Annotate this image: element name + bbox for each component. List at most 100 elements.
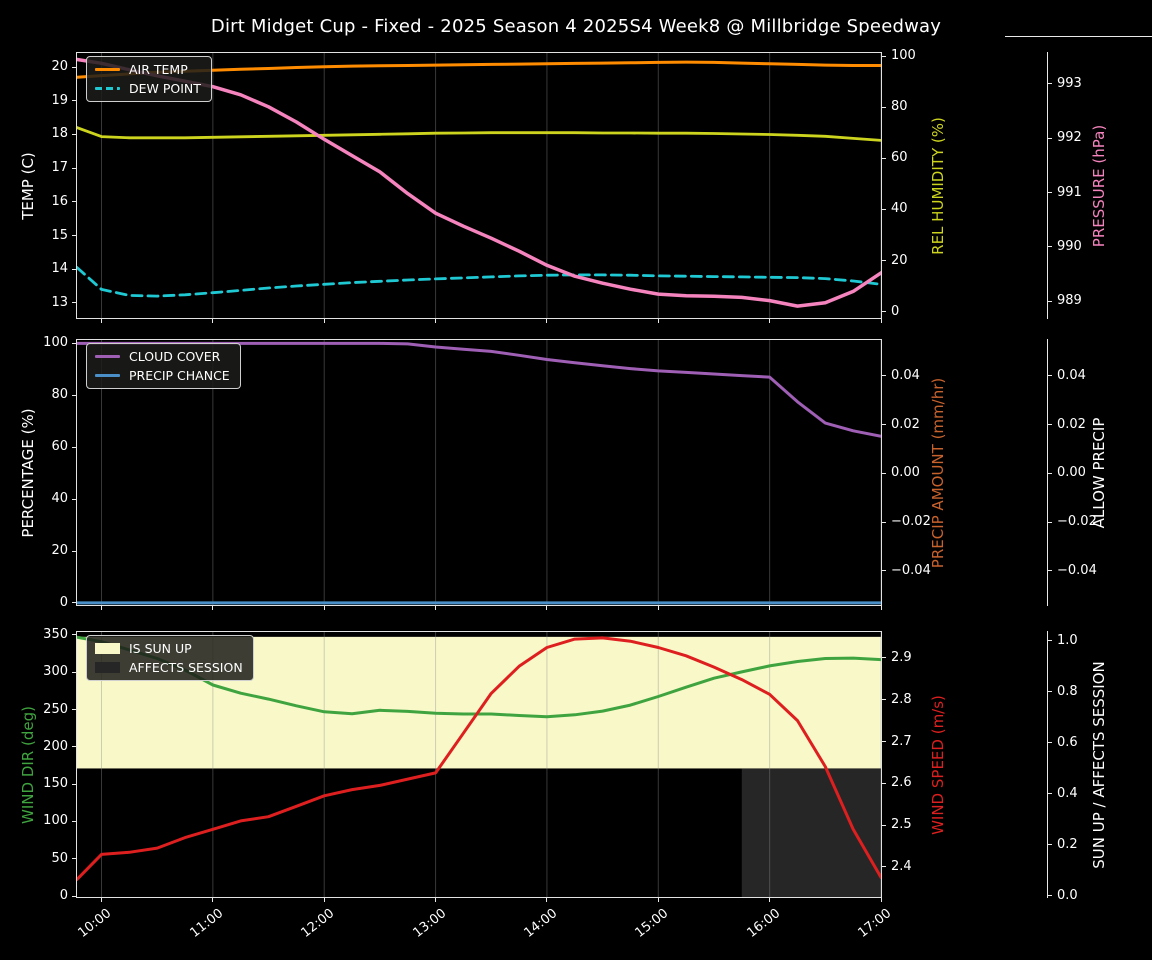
x-tick	[769, 319, 771, 323]
temperature-legend: AIR TEMP DEW POINT	[86, 56, 212, 102]
chart-title: Dirt Midget Cup - Fixed - 2025 Season 4 …	[210, 16, 942, 37]
y-tick-label: 0.0	[1057, 887, 1078, 903]
precipitation-offset-spine	[1047, 339, 1048, 606]
y-tick-label: 50	[51, 850, 68, 866]
y-tick	[882, 824, 886, 826]
y-tick-label: 0.2	[1057, 836, 1078, 852]
y-tick-label: 0	[59, 594, 68, 610]
y-tick	[72, 302, 76, 304]
x-tick	[769, 606, 771, 610]
y-tick	[72, 235, 76, 236]
x-tick	[546, 898, 548, 902]
y-tick	[1048, 895, 1052, 897]
y-tick	[72, 602, 76, 604]
x-tick	[323, 319, 325, 323]
y-tick-label: −0.04	[1057, 562, 1097, 578]
legend-item: AIR TEMP	[95, 62, 201, 77]
wind-legend: IS SUN UP AFFECTS SESSION	[86, 635, 254, 681]
x-tick	[212, 606, 214, 610]
y-tick-label: 13	[51, 294, 68, 310]
legend-patch-swatch	[95, 643, 120, 654]
y-tick-label: 992	[1057, 130, 1082, 146]
x-tick	[657, 606, 659, 610]
y-tick-label: 40	[891, 201, 908, 217]
legend-label: DEW POINT	[129, 81, 201, 96]
x-tick	[323, 606, 325, 610]
y-tick	[72, 66, 76, 68]
y-tick	[1048, 192, 1052, 194]
x-tick	[212, 319, 214, 323]
y-tick-label: 100	[43, 335, 68, 351]
wind-axis-label-wind_speed: WIND SPEED (m/s)	[929, 694, 947, 835]
legend-patch-swatch	[95, 662, 120, 673]
x-tick	[769, 898, 771, 902]
y-tick	[72, 201, 76, 203]
y-tick	[882, 424, 886, 426]
wind-axis-label-wind_dir: WIND DIR (deg)	[19, 705, 37, 824]
y-tick	[72, 167, 76, 169]
y-tick-label: 60	[891, 150, 908, 166]
y-tick	[1048, 246, 1052, 248]
y-tick-label: −0.02	[1057, 514, 1097, 530]
y-tick	[882, 375, 886, 377]
y-tick	[882, 55, 886, 57]
x-tick-label: 11:00	[187, 906, 227, 941]
y-tick-label: 40	[51, 491, 68, 507]
y-tick	[882, 208, 886, 210]
x-tick	[880, 606, 882, 610]
y-tick-label: 2.4	[891, 858, 912, 874]
y-tick-label: 80	[891, 99, 908, 115]
y-tick	[882, 311, 886, 313]
x-tick	[100, 319, 102, 323]
y-tick	[72, 671, 76, 673]
decorative-top-right-line	[1005, 36, 1152, 37]
x-tick-label: 13:00	[410, 906, 449, 941]
x-tick	[435, 319, 437, 323]
x-tick-label: 15:00	[632, 906, 672, 941]
y-tick	[1048, 742, 1052, 744]
x-tick	[880, 898, 882, 902]
y-tick-label: 20	[891, 252, 908, 268]
temperature-axis-label-humidity: REL HUMIDITY (%)	[929, 116, 947, 255]
y-tick-label: 989	[1057, 293, 1082, 309]
legend-dashed-line-swatch	[95, 87, 120, 90]
y-tick-label: 2.7	[891, 733, 912, 749]
y-tick	[72, 394, 76, 396]
y-tick-label: −0.02	[891, 514, 931, 530]
y-tick-label: 0.04	[1057, 367, 1086, 383]
y-tick-label: 200	[43, 738, 68, 754]
y-tick	[72, 133, 76, 135]
x-tick	[100, 898, 102, 902]
x-tick	[657, 898, 659, 902]
x-tick	[100, 606, 102, 610]
y-tick-label: 0.02	[891, 416, 920, 432]
y-tick	[1048, 424, 1052, 426]
y-tick	[72, 268, 76, 270]
legend-line-swatch	[95, 355, 120, 358]
x-tick-label: 10:00	[75, 906, 115, 941]
temperature-offset-spine	[1047, 52, 1048, 319]
legend-label: PRECIP CHANCE	[129, 368, 230, 383]
y-tick-label: 16	[51, 193, 68, 209]
y-tick-label: 0.02	[1057, 416, 1086, 432]
x-tick-label: 17:00	[855, 906, 895, 941]
y-tick-label: 20	[51, 543, 68, 558]
y-tick	[882, 472, 886, 474]
precipitation-legend: CLOUD COVER PRECIP CHANCE	[86, 343, 241, 389]
y-tick-label: 17	[51, 160, 68, 176]
x-tick	[435, 898, 437, 902]
y-tick	[882, 106, 886, 108]
y-tick	[72, 783, 76, 785]
y-tick-label: 993	[1057, 75, 1082, 91]
y-tick-label: 350	[43, 626, 68, 642]
legend-line-swatch	[95, 68, 120, 71]
y-tick	[1048, 137, 1052, 139]
affects_session-band	[741, 768, 881, 897]
y-tick	[882, 657, 886, 659]
y-tick	[72, 550, 76, 552]
y-tick-label: 0.04	[891, 367, 920, 383]
precipitation-axis-label-allow_precip: ALLOW PRECIP	[1090, 417, 1108, 528]
y-tick	[1048, 844, 1052, 846]
y-tick	[72, 634, 76, 636]
